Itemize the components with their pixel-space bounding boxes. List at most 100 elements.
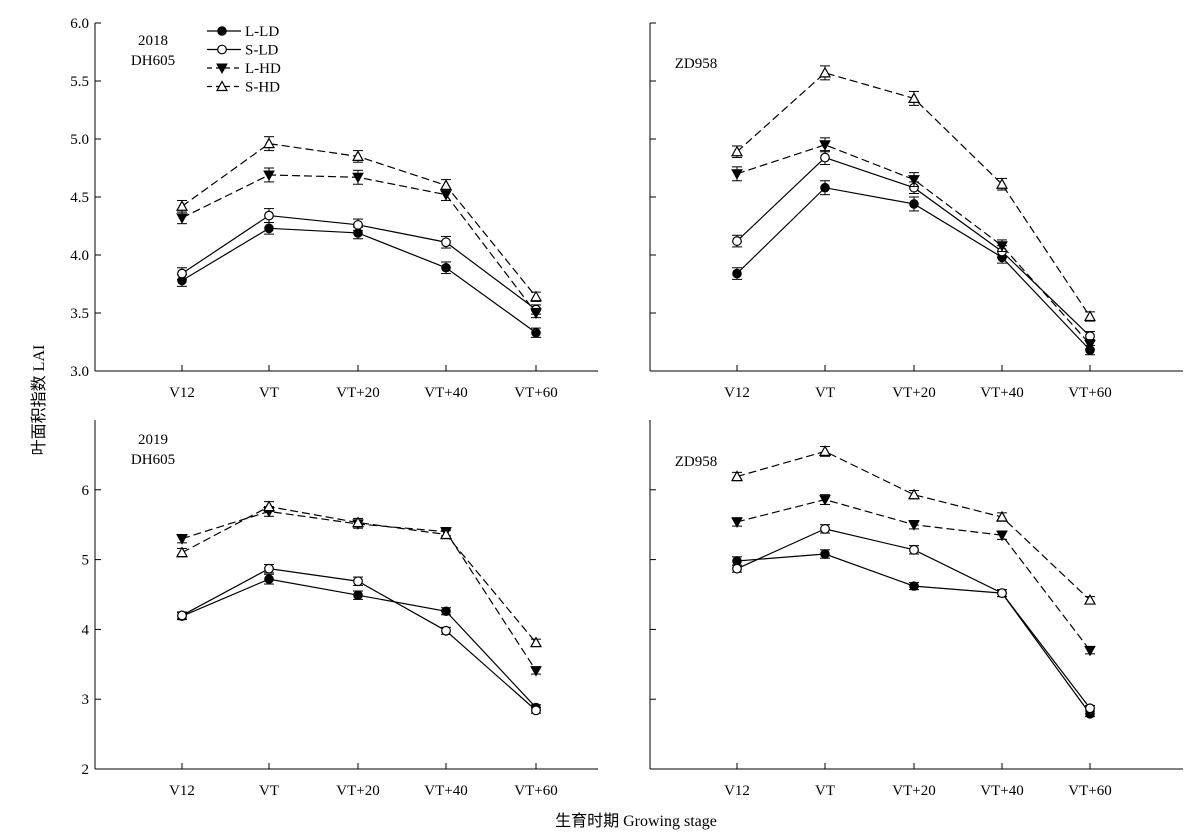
series-l-ld [732, 549, 1095, 719]
x-tick-label: VT+60 [514, 385, 557, 401]
legend-marker [216, 63, 228, 75]
legend-label: S-HD [245, 80, 280, 96]
data-point [819, 140, 831, 151]
x-tick-label: VT [815, 385, 835, 401]
data-point [731, 517, 743, 528]
series-line [736, 450, 1091, 601]
y-tick-label: 4.5 [70, 190, 89, 206]
legend-label: L-HD [245, 61, 281, 77]
y-tick-label: 3.5 [70, 306, 89, 322]
data-point [531, 327, 541, 338]
legend-label: L-LD [245, 24, 279, 40]
data-point [907, 92, 921, 104]
data-point [264, 563, 274, 574]
x-tick-label: VT+40 [980, 385, 1023, 401]
data-point [529, 290, 543, 302]
series-line [181, 174, 537, 314]
x-tick-label: VT+20 [892, 783, 935, 799]
panel-label: 2018 [138, 33, 168, 49]
data-point [1085, 703, 1095, 714]
data-point [530, 666, 542, 677]
x-axis-title: 生育时期 Growing stage [555, 812, 717, 830]
data-point [352, 172, 364, 184]
data-point [908, 520, 920, 531]
data-point [529, 636, 543, 648]
data-point [176, 534, 188, 545]
x-tick-label: V12 [169, 385, 195, 401]
legend-marker [217, 26, 227, 36]
data-point [264, 210, 274, 221]
panel-label: DH605 [131, 452, 175, 468]
data-point [176, 213, 188, 224]
data-point [818, 445, 832, 457]
data-point [175, 200, 189, 211]
x-tick-label: VT+20 [892, 385, 935, 401]
data-point [909, 581, 919, 591]
series-line [736, 72, 1091, 317]
series-s-ld [177, 563, 541, 716]
series-line [736, 144, 1091, 345]
data-point [441, 237, 451, 248]
data-point [1084, 339, 1096, 351]
y-tick-label: 6 [82, 483, 90, 499]
y-tick-label: 3.0 [70, 364, 89, 380]
data-point [264, 223, 274, 234]
x-tick-label: VT+20 [336, 385, 379, 401]
y-tick-label: 5.0 [70, 132, 89, 148]
data-point [819, 495, 831, 506]
panel-label: ZD958 [675, 454, 718, 470]
x-tick-label: VT+60 [1068, 385, 1111, 401]
data-point [730, 470, 744, 482]
legend-label: S-LD [245, 43, 279, 59]
data-point [731, 169, 743, 180]
data-point [820, 152, 830, 163]
data-point [908, 175, 920, 186]
x-tick-label: VT+60 [1068, 783, 1111, 799]
data-point [732, 563, 742, 574]
data-point [995, 178, 1009, 189]
x-tick-label: VT [815, 783, 835, 799]
series-s-hd [175, 500, 543, 648]
data-point [820, 549, 830, 559]
series-line [181, 568, 537, 711]
x-tick-label: VT+60 [514, 783, 557, 799]
data-point [996, 241, 1008, 252]
y-tick-label: 3 [82, 692, 90, 708]
panel-2: V12 VT VT+20 VT+40 VT+60 ZD958 [649, 22, 1183, 401]
x-tick-label: VT+40 [424, 385, 467, 401]
y-tick-label: 4.0 [70, 248, 89, 264]
series-l-hd [731, 494, 1096, 657]
data-point [351, 150, 365, 161]
series-s-ld [732, 523, 1095, 714]
data-point [441, 606, 451, 617]
series-line [736, 528, 1091, 709]
data-point [353, 576, 363, 587]
data-point [732, 236, 742, 246]
data-point [262, 137, 276, 149]
x-tick-label: VT+40 [980, 783, 1023, 799]
data-point [264, 574, 274, 584]
y-tick-label: 5 [82, 553, 90, 569]
series-line [736, 187, 1091, 351]
y-axis-title: 叶面积指数 LAI [30, 345, 48, 456]
data-point [177, 268, 187, 279]
data-point [439, 179, 453, 190]
data-point [730, 145, 744, 157]
data-point [439, 528, 453, 540]
x-tick-label: VT [259, 385, 279, 401]
panels: 3.0 3.5 4.0 4.5 5.0 5.5 6.0 V12 VT VT+20 VT+40 VT+6… [70, 16, 1183, 799]
series-s-ld [177, 208, 541, 315]
legend-marker [215, 80, 229, 92]
x-tick-label: V12 [169, 783, 195, 799]
y-tick-label: 2 [82, 762, 90, 778]
series-l-hd [731, 137, 1096, 351]
data-point [995, 510, 1009, 522]
data-point [263, 170, 275, 181]
panel-label: ZD958 [675, 56, 718, 72]
data-point [1083, 310, 1097, 322]
panel-1: 3.0 3.5 4.0 4.5 5.0 5.5 6.0 V12 VT VT+20 VT+40 VT+6… [70, 16, 598, 401]
data-point [351, 516, 365, 528]
data-point [907, 488, 921, 500]
data-point [353, 219, 363, 230]
